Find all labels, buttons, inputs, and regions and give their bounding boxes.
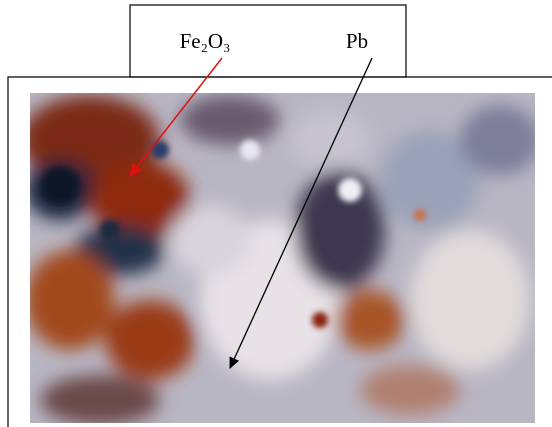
micrograph [30, 93, 535, 423]
frame [7, 76, 552, 427]
label-pb: Pb [346, 29, 368, 53]
arrow-fe2o3 [129, 57, 223, 178]
label-fe2o3: Fe₂O₃ [180, 29, 231, 53]
arrow-pb [229, 57, 373, 370]
label-box [129, 4, 407, 78]
